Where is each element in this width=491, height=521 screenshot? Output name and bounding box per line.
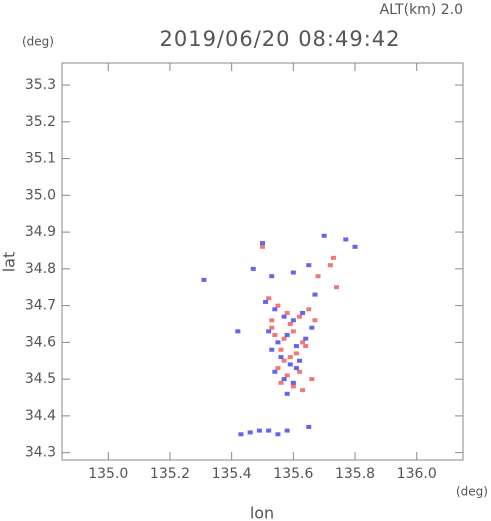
echo-point	[269, 347, 275, 352]
echo-point	[297, 369, 303, 374]
echo-point	[272, 307, 278, 312]
y-unit: (deg)	[22, 35, 54, 49]
echo-point	[297, 314, 303, 319]
y-tick-label: 35.1	[25, 151, 56, 167]
chart-title: 2019/06/20 08:49:42	[159, 27, 400, 51]
x-axis-label: lon	[250, 504, 274, 521]
echo-point	[306, 424, 312, 429]
echo-point	[266, 428, 272, 433]
y-tick-label: 34.6	[25, 334, 56, 350]
echo-point	[272, 369, 278, 374]
y-tick-label: 34.5	[25, 371, 56, 387]
y-axis-label: lat	[0, 252, 19, 273]
y-tick-label: 35.0	[25, 187, 56, 203]
echo-point	[309, 377, 315, 382]
echo-point	[315, 274, 321, 279]
echo-point	[290, 380, 296, 385]
echo-point	[269, 274, 275, 279]
echo-point	[235, 329, 241, 334]
echo-point	[275, 432, 281, 437]
echo-point	[321, 233, 327, 238]
altitude-label: ALT(km) 2.0	[380, 2, 463, 18]
echo-point	[300, 340, 306, 345]
echo-point	[287, 362, 293, 367]
echo-point	[284, 310, 290, 315]
echo-point	[293, 351, 299, 356]
echo-point	[250, 266, 256, 271]
y-tick-label: 34.8	[25, 261, 56, 277]
echo-point	[281, 377, 287, 382]
echo-point	[293, 344, 299, 349]
echo-point	[290, 318, 296, 323]
y-tick-label: 35.3	[25, 77, 56, 93]
echo-point	[306, 263, 312, 268]
x-tick-label: 135.4	[212, 466, 252, 482]
echo-point	[284, 373, 290, 378]
echo-point	[269, 325, 275, 330]
echo-point	[238, 432, 244, 437]
plot-frame	[61, 62, 464, 461]
echo-point	[300, 388, 306, 393]
x-tick-label: 135.0	[88, 466, 128, 482]
echo-point	[269, 318, 275, 323]
echo-point	[284, 391, 290, 396]
echo-point	[281, 314, 287, 319]
echo-point	[309, 325, 315, 330]
echo-point	[293, 366, 299, 371]
echo-point	[290, 270, 296, 275]
echo-point	[281, 336, 287, 341]
echo-point	[284, 428, 290, 433]
echo-point	[343, 237, 349, 242]
echo-point	[287, 321, 293, 326]
x-tick-label: 136.0	[397, 466, 437, 482]
x-tick-label: 135.2	[150, 466, 190, 482]
echo-point	[303, 336, 309, 341]
echo-point	[334, 285, 340, 290]
y-tick-label: 34.4	[25, 408, 56, 424]
echo-point	[352, 244, 358, 249]
y-tick-label: 34.3	[25, 445, 56, 461]
echo-point	[266, 329, 272, 334]
echo-point	[303, 344, 309, 349]
echo-point	[327, 263, 333, 268]
y-tick-label: 34.9	[25, 224, 56, 240]
echo-point	[275, 303, 281, 308]
echo-point	[312, 292, 318, 297]
y-tick-label: 34.7	[25, 298, 56, 314]
echo-point	[247, 430, 253, 435]
echo-point	[256, 428, 262, 433]
echo-point	[306, 307, 312, 312]
x-unit: (deg)	[456, 485, 488, 499]
echo-point	[278, 355, 284, 360]
echo-point	[272, 333, 278, 338]
echo-point	[284, 333, 290, 338]
echo-point	[275, 340, 281, 345]
echo-point	[300, 310, 306, 315]
echo-point	[297, 358, 303, 363]
x-tick-label: 135.8	[335, 466, 375, 482]
echo-point	[312, 318, 318, 323]
echo-point	[290, 329, 296, 334]
echo-point	[278, 347, 284, 352]
echo-point	[281, 358, 287, 363]
echo-point	[260, 241, 265, 246]
echo-point	[260, 244, 265, 249]
echo-point	[287, 355, 293, 360]
echo-point	[330, 255, 336, 260]
echo-point	[201, 277, 207, 282]
echo-point	[275, 366, 281, 371]
echo-point	[278, 380, 284, 385]
echo-point	[266, 296, 272, 301]
echo-point	[290, 384, 296, 389]
x-tick-label: 135.6	[273, 466, 313, 482]
echo-point	[263, 299, 269, 304]
y-tick-label: 35.2	[25, 114, 56, 130]
